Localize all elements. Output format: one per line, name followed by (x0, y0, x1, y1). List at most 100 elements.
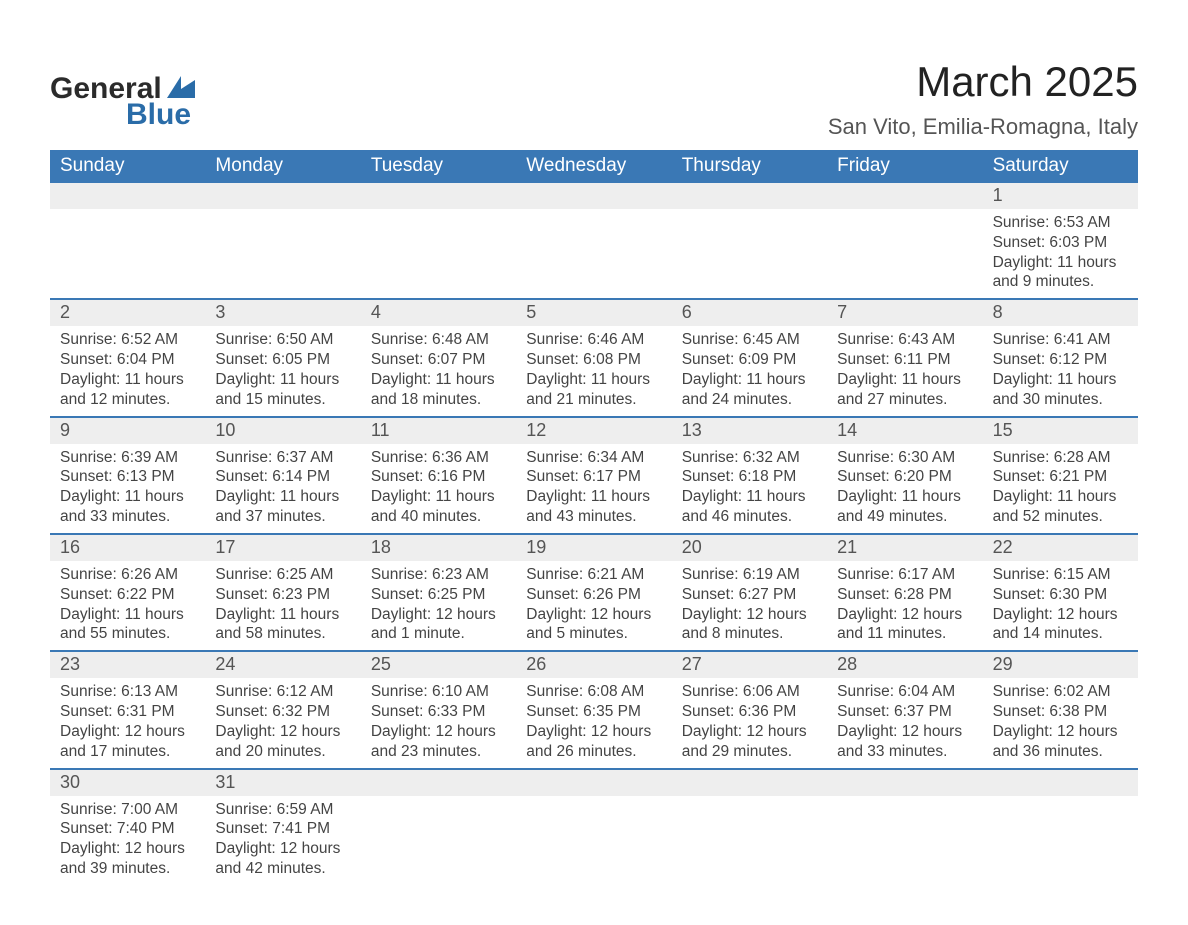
daylight-line: Daylight: 11 hours and 49 minutes. (837, 487, 972, 527)
day-cell: Sunrise: 6:15 AMSunset: 6:30 PMDaylight:… (983, 561, 1138, 650)
day-cell (516, 209, 671, 298)
daylight-line: Daylight: 12 hours and 29 minutes. (682, 722, 817, 762)
daylight-line: Daylight: 12 hours and 42 minutes. (215, 839, 350, 879)
day-cell: Sunrise: 6:52 AMSunset: 6:04 PMDaylight:… (50, 326, 205, 415)
day-number (205, 183, 360, 209)
daylight-line: Daylight: 12 hours and 11 minutes. (837, 605, 972, 645)
day-number: 20 (672, 535, 827, 561)
daynum-row: 1 (50, 183, 1138, 209)
sunrise-line: Sunrise: 6:53 AM (993, 213, 1128, 233)
sunrise-line: Sunrise: 6:37 AM (215, 448, 350, 468)
day-cell: Sunrise: 6:06 AMSunset: 6:36 PMDaylight:… (672, 678, 827, 767)
daylight-line: Daylight: 12 hours and 23 minutes. (371, 722, 506, 762)
page-subtitle: San Vito, Emilia-Romagna, Italy (828, 114, 1138, 140)
sunset-line: Sunset: 6:30 PM (993, 585, 1128, 605)
day-number: 1 (983, 183, 1138, 209)
daylight-line: Daylight: 11 hours and 24 minutes. (682, 370, 817, 410)
day-number (827, 183, 982, 209)
day-number (672, 770, 827, 796)
day-cell: Sunrise: 6:32 AMSunset: 6:18 PMDaylight:… (672, 444, 827, 533)
day-number (983, 770, 1138, 796)
sunset-line: Sunset: 6:07 PM (371, 350, 506, 370)
day-cell: Sunrise: 6:34 AMSunset: 6:17 PMDaylight:… (516, 444, 671, 533)
sunrise-line: Sunrise: 6:34 AM (526, 448, 661, 468)
weekday-label: Tuesday (361, 150, 516, 183)
weekday-label: Wednesday (516, 150, 671, 183)
day-cell: Sunrise: 6:53 AMSunset: 6:03 PMDaylight:… (983, 209, 1138, 298)
day-number: 9 (50, 418, 205, 444)
sunrise-line: Sunrise: 6:17 AM (837, 565, 972, 585)
day-number: 4 (361, 300, 516, 326)
day-number: 14 (827, 418, 982, 444)
day-number: 27 (672, 652, 827, 678)
weekday-label: Sunday (50, 150, 205, 183)
day-number (827, 770, 982, 796)
sunset-line: Sunset: 6:28 PM (837, 585, 972, 605)
day-cell: Sunrise: 6:28 AMSunset: 6:21 PMDaylight:… (983, 444, 1138, 533)
day-number: 3 (205, 300, 360, 326)
calendar-week: 3031Sunrise: 7:00 AMSunset: 7:40 PMDayli… (50, 768, 1138, 885)
daylight-line: Daylight: 12 hours and 33 minutes. (837, 722, 972, 762)
daynum-row: 16171819202122 (50, 535, 1138, 561)
day-number: 25 (361, 652, 516, 678)
day-number: 21 (827, 535, 982, 561)
day-cell (672, 209, 827, 298)
daylight-line: Daylight: 12 hours and 17 minutes. (60, 722, 195, 762)
sunrise-line: Sunrise: 7:00 AM (60, 800, 195, 820)
sunrise-line: Sunrise: 6:02 AM (993, 682, 1128, 702)
weekday-label: Thursday (672, 150, 827, 183)
daylight-line: Daylight: 11 hours and 30 minutes. (993, 370, 1128, 410)
daylight-line: Daylight: 11 hours and 15 minutes. (215, 370, 350, 410)
daylight-line: Daylight: 12 hours and 20 minutes. (215, 722, 350, 762)
detail-row: Sunrise: 6:13 AMSunset: 6:31 PMDaylight:… (50, 678, 1138, 767)
weekday-label: Friday (827, 150, 982, 183)
sunrise-line: Sunrise: 6:12 AM (215, 682, 350, 702)
sunset-line: Sunset: 6:22 PM (60, 585, 195, 605)
sunrise-line: Sunrise: 6:52 AM (60, 330, 195, 350)
day-cell: Sunrise: 6:25 AMSunset: 6:23 PMDaylight:… (205, 561, 360, 650)
daylight-line: Daylight: 11 hours and 43 minutes. (526, 487, 661, 527)
day-cell (205, 209, 360, 298)
weekday-header: Sunday Monday Tuesday Wednesday Thursday… (50, 150, 1138, 183)
daylight-line: Daylight: 11 hours and 37 minutes. (215, 487, 350, 527)
day-number (50, 183, 205, 209)
sunrise-line: Sunrise: 6:39 AM (60, 448, 195, 468)
day-cell: Sunrise: 6:26 AMSunset: 6:22 PMDaylight:… (50, 561, 205, 650)
daylight-line: Daylight: 11 hours and 58 minutes. (215, 605, 350, 645)
sunset-line: Sunset: 6:38 PM (993, 702, 1128, 722)
sunset-line: Sunset: 6:20 PM (837, 467, 972, 487)
day-number (361, 183, 516, 209)
daylight-line: Daylight: 12 hours and 26 minutes. (526, 722, 661, 762)
day-cell: Sunrise: 7:00 AMSunset: 7:40 PMDaylight:… (50, 796, 205, 885)
daylight-line: Daylight: 12 hours and 36 minutes. (993, 722, 1128, 762)
day-cell: Sunrise: 6:37 AMSunset: 6:14 PMDaylight:… (205, 444, 360, 533)
detail-row: Sunrise: 7:00 AMSunset: 7:40 PMDaylight:… (50, 796, 1138, 885)
day-number: 26 (516, 652, 671, 678)
day-number (516, 770, 671, 796)
day-number: 30 (50, 770, 205, 796)
logo-word2: Blue (126, 100, 195, 130)
sunset-line: Sunset: 6:16 PM (371, 467, 506, 487)
daylight-line: Daylight: 12 hours and 1 minute. (371, 605, 506, 645)
sunrise-line: Sunrise: 6:28 AM (993, 448, 1128, 468)
day-cell: Sunrise: 6:12 AMSunset: 6:32 PMDaylight:… (205, 678, 360, 767)
daylight-line: Daylight: 12 hours and 39 minutes. (60, 839, 195, 879)
day-number: 16 (50, 535, 205, 561)
day-cell: Sunrise: 6:30 AMSunset: 6:20 PMDaylight:… (827, 444, 982, 533)
sunrise-line: Sunrise: 6:25 AM (215, 565, 350, 585)
day-cell: Sunrise: 6:02 AMSunset: 6:38 PMDaylight:… (983, 678, 1138, 767)
sunrise-line: Sunrise: 6:19 AM (682, 565, 817, 585)
day-cell (983, 796, 1138, 885)
daynum-row: 23242526272829 (50, 652, 1138, 678)
sunrise-line: Sunrise: 6:06 AM (682, 682, 817, 702)
sunset-line: Sunset: 6:17 PM (526, 467, 661, 487)
day-number: 10 (205, 418, 360, 444)
day-cell: Sunrise: 6:21 AMSunset: 6:26 PMDaylight:… (516, 561, 671, 650)
sunset-line: Sunset: 6:36 PM (682, 702, 817, 722)
daylight-line: Daylight: 11 hours and 21 minutes. (526, 370, 661, 410)
sunset-line: Sunset: 7:40 PM (60, 819, 195, 839)
daylight-line: Daylight: 12 hours and 14 minutes. (993, 605, 1128, 645)
sunrise-line: Sunrise: 6:46 AM (526, 330, 661, 350)
daynum-row: 3031 (50, 770, 1138, 796)
day-cell: Sunrise: 6:50 AMSunset: 6:05 PMDaylight:… (205, 326, 360, 415)
